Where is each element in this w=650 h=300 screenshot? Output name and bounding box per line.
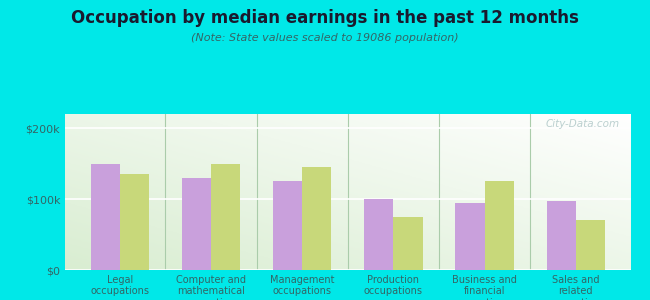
Bar bbox=[456, 202, 484, 270]
Text: City-Data.com: City-Data.com bbox=[545, 119, 619, 129]
Bar bbox=[211, 164, 240, 270]
Bar bbox=[547, 201, 576, 270]
Bar bbox=[273, 181, 302, 270]
Bar bbox=[90, 164, 120, 270]
Bar bbox=[484, 182, 514, 270]
Bar bbox=[393, 217, 422, 270]
Bar bbox=[576, 220, 605, 270]
Bar bbox=[364, 199, 393, 270]
Bar bbox=[120, 174, 149, 270]
Bar bbox=[302, 167, 332, 270]
Text: (Note: State values scaled to 19086 population): (Note: State values scaled to 19086 popu… bbox=[191, 33, 459, 43]
Bar bbox=[182, 178, 211, 270]
Text: Occupation by median earnings in the past 12 months: Occupation by median earnings in the pas… bbox=[71, 9, 579, 27]
